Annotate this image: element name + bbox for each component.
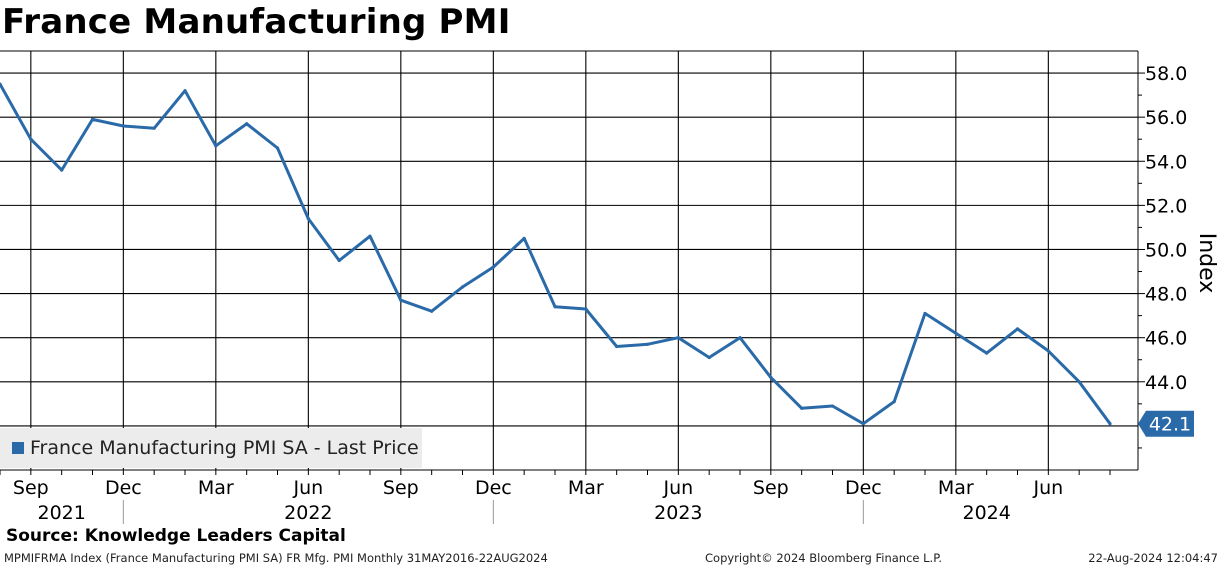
- data-point: [830, 404, 835, 408]
- y-tick-label: 52.0: [1145, 195, 1187, 217]
- y-axis-title: Index: [1194, 233, 1219, 294]
- data-point: [337, 258, 341, 263]
- data-point: [90, 117, 95, 121]
- data-point: [1108, 422, 1112, 426]
- footer-timestamp: 22-Aug-2024 12:04:47: [1088, 551, 1218, 565]
- x-tick-label: Jun: [292, 477, 323, 499]
- data-point: [615, 344, 619, 349]
- data-point: [491, 265, 495, 269]
- y-tick-label: 50.0: [1145, 239, 1187, 261]
- data-point: [645, 342, 650, 346]
- data-point: [399, 298, 403, 302]
- x-tick-label: Mar: [198, 477, 234, 499]
- data-point: [923, 311, 927, 316]
- data-point: [60, 168, 64, 172]
- x-tick-label: Sep: [383, 477, 419, 499]
- y-tick-label: 46.0: [1145, 328, 1187, 350]
- footer-copyright: Copyright© 2024 Bloomberg Finance L.P.: [705, 551, 942, 565]
- data-point: [29, 137, 33, 141]
- source-note: Source: Knowledge Leaders Capital: [6, 526, 346, 546]
- last-value-text: 42.1: [1149, 414, 1191, 436]
- data-point: [183, 89, 187, 93]
- legend-label: France Manufacturing PMI SA - Last Price: [30, 437, 419, 459]
- y-tick-label: 54.0: [1145, 151, 1187, 173]
- data-point: [275, 146, 280, 150]
- data-point: [152, 126, 156, 130]
- x-year-label: 2023: [654, 502, 702, 524]
- data-point: [460, 285, 465, 289]
- data-point: [800, 406, 804, 410]
- data-point: [584, 307, 588, 311]
- y-tick-label: 58.0: [1145, 63, 1187, 85]
- data-point: [985, 351, 989, 355]
- data-point: [522, 236, 526, 241]
- data-point: [861, 422, 865, 426]
- y-axis: 44.0 46.0 48.0 50.0 52.0 54.0 56.0 58.0 Index: [1138, 63, 1219, 449]
- data-point: [1077, 380, 1081, 384]
- x-tick-label: Dec: [845, 477, 882, 499]
- x-tick-label: Dec: [105, 477, 142, 499]
- data-point: [769, 375, 773, 379]
- data-point: [1015, 327, 1020, 331]
- chart-gridlines: [0, 51, 1138, 470]
- x-tick-label: Jun: [1032, 477, 1063, 499]
- data-point: [553, 305, 557, 309]
- data-point: [121, 124, 125, 128]
- data-point: [368, 234, 372, 238]
- x-tick-label: Mar: [938, 477, 974, 499]
- x-tick-label: Sep: [13, 477, 49, 499]
- last-value-flag: [1138, 410, 1194, 437]
- data-point: [306, 217, 310, 221]
- data-point: [0, 82, 2, 86]
- data-point: [707, 355, 711, 360]
- data-point: [245, 122, 249, 126]
- data-point: [954, 331, 958, 335]
- x-tick-label: Jun: [662, 477, 693, 499]
- y-tick-label: 56.0: [1145, 107, 1187, 129]
- footer-ticker-info: MPMIFRMA Index (France Manufacturing PMI…: [4, 551, 548, 565]
- y-tick-label: 44.0: [1145, 372, 1187, 394]
- chart-series: [0, 82, 1112, 426]
- data-point: [892, 400, 896, 404]
- legend-swatch: [12, 442, 24, 454]
- chart-legend: France Manufacturing PMI SA - Last Price: [0, 428, 422, 468]
- x-year-label: 2024: [962, 502, 1010, 524]
- series-line: [0, 82, 1112, 426]
- page-title: France Manufacturing PMI: [2, 2, 511, 42]
- last-value-label: 42.1: [1138, 410, 1194, 437]
- y-tick-label: 48.0: [1145, 284, 1187, 306]
- data-point: [214, 144, 218, 148]
- data-point: [676, 336, 680, 340]
- data-point: [738, 336, 742, 340]
- chart-frame: [0, 50, 1139, 471]
- x-tick-label: Dec: [475, 477, 512, 499]
- x-year-label: 2021: [37, 502, 85, 524]
- x-axis: Sep Dec Mar Jun Sep Dec Mar Jun Sep Dec Mar Jun 2021…: [0, 470, 1111, 524]
- data-point: [1046, 349, 1050, 353]
- x-tick-label: Sep: [753, 477, 789, 499]
- x-year-label: 2022: [284, 502, 332, 524]
- x-tick-label: Mar: [568, 477, 604, 499]
- data-point: [430, 309, 434, 313]
